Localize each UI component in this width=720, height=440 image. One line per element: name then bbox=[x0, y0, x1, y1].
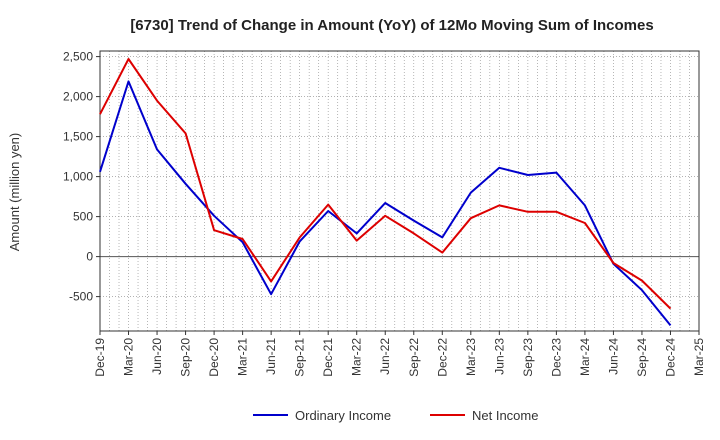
chart-title: [6730] Trend of Change in Amount (YoY) o… bbox=[130, 17, 653, 34]
x-tick-label: Dec-21 bbox=[321, 338, 335, 377]
y-tick-label: 2,000 bbox=[63, 90, 93, 104]
x-tick-label: Sep-24 bbox=[635, 338, 649, 377]
gridlines bbox=[99, 51, 700, 331]
x-tick-label: Jun-24 bbox=[606, 338, 620, 375]
y-tick-label: 2,500 bbox=[63, 50, 93, 64]
y-tick-label: 500 bbox=[73, 210, 93, 224]
x-tick-label: Mar-25 bbox=[692, 338, 706, 376]
legend-label: Net Income bbox=[472, 408, 538, 423]
y-axis-ticks: 2,500 2,000 1,500 1,000 500 0 -500 bbox=[63, 50, 100, 304]
legend-label: Ordinary Income bbox=[295, 408, 391, 423]
series-line-net-income bbox=[99, 58, 672, 310]
series-lines bbox=[99, 58, 672, 327]
x-tick-label: Sep-23 bbox=[521, 338, 535, 377]
x-tick-label: Mar-22 bbox=[350, 338, 364, 376]
plot-area bbox=[99, 50, 700, 332]
x-tick-label: Jun-20 bbox=[150, 338, 164, 375]
x-tick-label: Sep-21 bbox=[293, 338, 307, 377]
legend: Ordinary Income Net Income bbox=[253, 408, 538, 423]
x-tick-label: Jun-22 bbox=[378, 338, 392, 375]
y-tick-label: -500 bbox=[69, 290, 93, 304]
x-tick-label: Jun-21 bbox=[264, 338, 278, 375]
x-tick-label: Dec-22 bbox=[435, 338, 449, 377]
x-tick-label: Dec-19 bbox=[93, 338, 107, 377]
y-tick-label: 1,000 bbox=[63, 170, 93, 184]
x-tick-label: Sep-20 bbox=[179, 338, 193, 377]
series-line-ordinary-income bbox=[99, 80, 672, 327]
y-tick-label: 1,500 bbox=[63, 130, 93, 144]
x-tick-label: Dec-20 bbox=[207, 338, 221, 377]
x-tick-label: Mar-20 bbox=[122, 338, 136, 376]
x-tick-label: Mar-24 bbox=[578, 338, 592, 376]
x-tick-label: Dec-24 bbox=[663, 338, 677, 377]
x-tick-label: Sep-22 bbox=[407, 338, 421, 377]
x-axis-ticks: Dec-19 Mar-20 Jun-20 Sep-20 Dec-20 Mar-21 Jun-… bbox=[93, 331, 706, 377]
x-tick-label: Dec-23 bbox=[549, 338, 563, 377]
x-tick-label: Mar-21 bbox=[236, 338, 250, 376]
x-tick-label: Jun-23 bbox=[492, 338, 506, 375]
x-tick-label: Mar-23 bbox=[464, 338, 478, 376]
y-tick-label: 0 bbox=[86, 250, 93, 264]
y-axis-label: Amount (million yen) bbox=[7, 133, 22, 252]
